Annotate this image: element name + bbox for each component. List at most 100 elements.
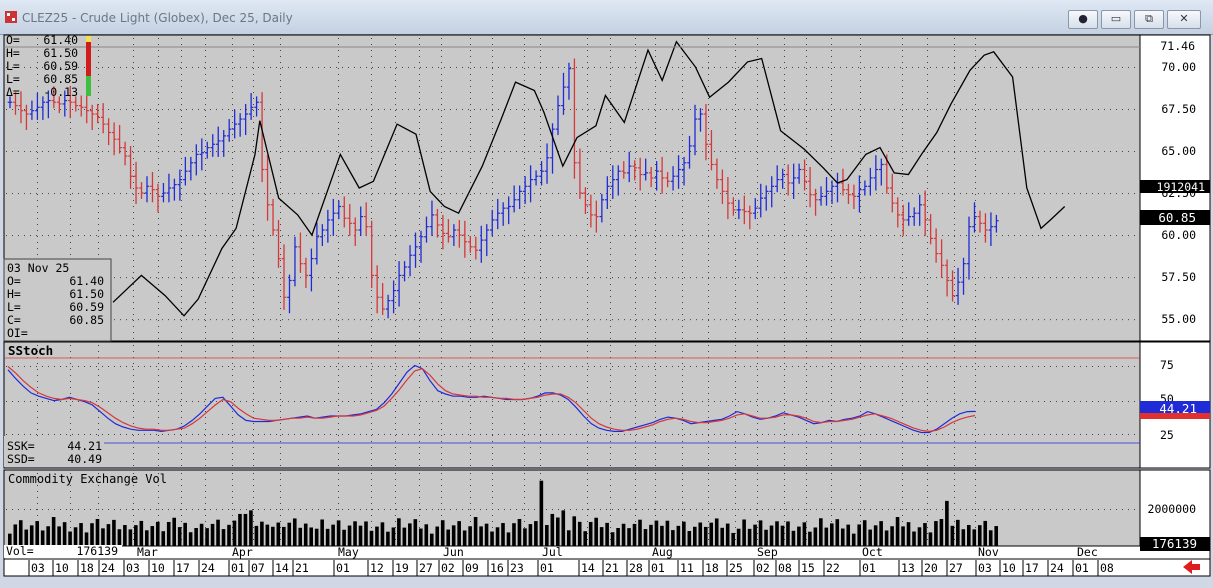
- volume-bar: [813, 527, 818, 546]
- volume-bar: [939, 518, 944, 546]
- price-bar: [478, 225, 484, 263]
- price-bar: [977, 210, 983, 233]
- record-icon[interactable]: ●: [1068, 10, 1098, 29]
- volume-bar: [238, 513, 242, 546]
- volume-bar: [40, 530, 45, 546]
- volume-bar: [495, 527, 500, 546]
- price-bar: [380, 282, 385, 315]
- volume-bar: [336, 520, 341, 546]
- price-bar: [435, 209, 440, 238]
- price-bar: [922, 190, 928, 236]
- day-label: 16: [490, 561, 504, 575]
- volume-bar: [298, 527, 303, 546]
- price-bar: [659, 156, 665, 194]
- price-panel[interactable]: [3, 34, 1141, 342]
- price-bar: [594, 200, 599, 233]
- grid-dots: [6, 38, 1135, 540]
- price-bar: [763, 185, 769, 211]
- price-bar: [183, 156, 188, 186]
- volume-bar: [155, 521, 160, 546]
- volume-bar: [397, 518, 401, 546]
- price-bar: [84, 93, 90, 124]
- price-bar: [769, 176, 775, 208]
- price-bar: [676, 155, 681, 189]
- volume-bar: [769, 525, 774, 546]
- price-bar: [944, 259, 950, 297]
- ohlc-readout: O= H= L= L= Δ= 61.40 61.50 60.59 60.85 -…: [6, 34, 91, 99]
- volume-bar: [271, 526, 275, 546]
- price-bar: [133, 161, 139, 204]
- stoch-panel[interactable]: [3, 341, 1141, 469]
- volume-bar: [457, 521, 461, 546]
- day-label: 12: [370, 561, 384, 575]
- price-bar: [824, 177, 829, 206]
- day-label: 14: [581, 561, 595, 575]
- open-interest-line: [112, 40, 1066, 317]
- volume-bar: [758, 520, 763, 546]
- cursor-value: 60.59: [69, 300, 104, 314]
- price-bar: [544, 143, 550, 184]
- price-bar: [670, 166, 676, 191]
- price-bar: [144, 176, 150, 203]
- volume-bar: [851, 533, 856, 546]
- close-button[interactable]: ✕: [1167, 10, 1201, 29]
- cursor-label: O=: [7, 274, 21, 288]
- volume-bar: [117, 529, 122, 546]
- price-bar: [610, 165, 616, 199]
- volume-bar: [545, 525, 549, 546]
- price-bar: [402, 261, 407, 282]
- scroll-left-arrow-icon[interactable]: [1183, 560, 1200, 574]
- ohlc-value: 61.40: [43, 34, 78, 47]
- day-label: 17: [1025, 561, 1039, 575]
- title-bar[interactable]: CLEZ25 - Crude Light (Globex), Dec 25, D…: [0, 0, 1213, 35]
- volume-bar: [736, 528, 741, 546]
- window-title: CLEZ25 - Crude Light (Globex), Dec 25, D…: [22, 11, 293, 25]
- price-bar: [829, 180, 835, 204]
- price-bar: [955, 267, 961, 305]
- volume-bar: [967, 525, 971, 546]
- volume-bar: [720, 527, 724, 546]
- price-bar: [785, 164, 791, 196]
- volume-bar: [714, 518, 719, 546]
- volume-bar: [188, 532, 193, 546]
- volume-bar: [342, 529, 346, 546]
- price-bar: [983, 213, 988, 243]
- price-bar: [484, 224, 490, 257]
- day-label: 21: [605, 561, 619, 575]
- volume-bar: [671, 530, 675, 546]
- volume-bar: [347, 525, 352, 546]
- price-bar: [709, 129, 714, 171]
- volume-bar: [386, 531, 390, 546]
- volume-bar: [46, 526, 50, 546]
- volume-bar: [265, 524, 270, 546]
- volume-bar: [786, 521, 790, 546]
- price-bar: [18, 91, 24, 124]
- maximize-button[interactable]: ⧉: [1134, 10, 1164, 29]
- volume-bar: [523, 528, 527, 546]
- price-tick: 57.50: [1161, 270, 1196, 284]
- ohlc-value: 61.50: [43, 46, 78, 60]
- price-bar: [632, 160, 638, 181]
- volume-bar: [166, 521, 171, 546]
- volume-bar: [369, 530, 374, 546]
- volume-bar: [627, 528, 631, 546]
- cursor-readout: 03 Nov 25 O= H= L= C= OI= 61.40 61.50 60…: [3, 258, 112, 342]
- volume-bar: [95, 518, 100, 546]
- volume-bar: [57, 526, 61, 546]
- price-bar: [900, 204, 906, 236]
- price-bar: [736, 199, 742, 220]
- minimize-button[interactable]: ▭: [1101, 10, 1131, 29]
- volume-bar: [435, 526, 440, 546]
- price-bar: [473, 236, 479, 260]
- price-bar: [374, 265, 380, 314]
- volume-bar: [205, 528, 209, 546]
- price-bar: [698, 108, 703, 132]
- volume-bar: [682, 521, 686, 546]
- stoch-value: 40.49: [67, 452, 102, 466]
- price-bar: [599, 193, 605, 223]
- price-bar: [210, 134, 216, 157]
- oi-line: [112, 40, 1066, 317]
- volume-bar: [292, 518, 297, 546]
- volume-bar: [73, 527, 78, 546]
